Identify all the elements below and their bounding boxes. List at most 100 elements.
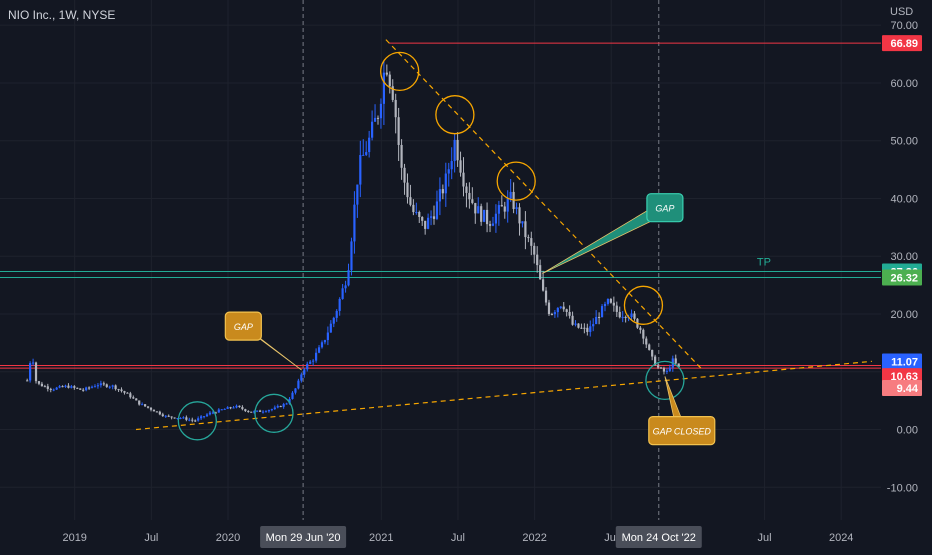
candle-body [297,380,300,389]
candle-body [291,392,294,399]
callout-label: GAP [234,322,253,332]
candle-body [108,386,111,388]
candle-body [583,327,586,329]
price-badge [882,353,922,370]
candle-body [126,392,129,394]
candle-body [659,367,663,369]
currency-label: USD [890,6,914,18]
candle-body [258,410,262,412]
candle-body [194,420,197,422]
y-tick-label: 0.00 [897,425,918,437]
candle-body [120,389,123,392]
y-tick-label: 40.00 [890,193,918,205]
candle-body [46,386,49,389]
price-badge-label: 9.44 [897,383,919,395]
candle-body [294,388,297,393]
candle-body [515,207,518,209]
y-tick-label: 70.00 [890,20,918,32]
candle-body [356,184,359,205]
candle-body [176,418,179,420]
candle-body [261,411,265,413]
candle-body [64,385,67,387]
callout-label: GAP CLOSED [653,427,712,437]
candle-body [533,245,536,255]
candle-body [329,323,332,333]
candle-body [371,121,374,138]
candle-body [624,316,627,318]
candle-body [539,265,542,280]
x-tick-label: 2020 [216,532,240,544]
candle-body [427,217,430,229]
candle-body [586,327,589,332]
candle-body [547,302,551,315]
candle-body [144,404,147,407]
candle-body [447,169,450,174]
orange-circle-marker [496,161,536,201]
x-tick-label: 2019 [62,532,86,544]
candle-body [359,154,362,185]
candle-body [73,386,76,388]
candle-body [253,411,256,413]
candle-body [468,192,471,200]
candle-body [188,419,191,421]
candle-body [474,203,477,214]
candle-body [606,299,610,304]
candle-body [550,314,554,316]
callout-box [648,416,716,446]
candle-body [323,340,327,343]
candle-body [99,383,102,386]
candle-body [197,418,200,421]
candle-body [571,315,574,325]
teal-circle-marker [254,393,294,433]
candle-body [223,408,226,410]
candle-body [279,406,282,408]
candle-body [615,305,618,312]
candle-body [630,313,633,318]
candle-body [480,206,483,222]
candle-body [580,327,583,329]
candle-body [491,223,495,226]
teal-circle-marker [645,360,685,401]
candle-body [158,411,161,415]
crosshair-date-label: Mon 24 Oct '22 [622,532,696,544]
candle-body [483,209,486,222]
candle-body [326,332,329,341]
candle-body [403,167,406,183]
candle-body [241,407,244,410]
y-tick-label: 60.00 [890,78,918,90]
candle-body [544,290,548,303]
candle-body [82,389,85,391]
candle-body [536,254,539,266]
candle-body [506,198,509,212]
candle-body [247,410,250,412]
candle-body [208,412,212,415]
candle-body [282,404,285,407]
candle-body [648,344,651,350]
candle-body [500,205,503,207]
candle-body [152,409,156,412]
candle-body [603,303,607,307]
candle-body [477,206,480,214]
candle-body [651,349,654,357]
candle-body [179,417,182,419]
candle-body [432,216,436,219]
candle-body [421,217,424,221]
candle-body [220,409,223,411]
candle-body [129,393,132,398]
candle-body [141,404,144,406]
candle-body [568,311,571,316]
candle-body [87,387,91,389]
callout-label: GAP [655,204,674,214]
candle-body [55,387,58,390]
candle-body [418,211,421,218]
candle-body [379,103,383,119]
candle-body [285,403,288,405]
candle-body [618,311,621,318]
candle-body [541,279,545,291]
candle-body [67,385,70,388]
candle-body [612,302,615,306]
candle-body [406,182,409,198]
candle-body [365,152,368,155]
